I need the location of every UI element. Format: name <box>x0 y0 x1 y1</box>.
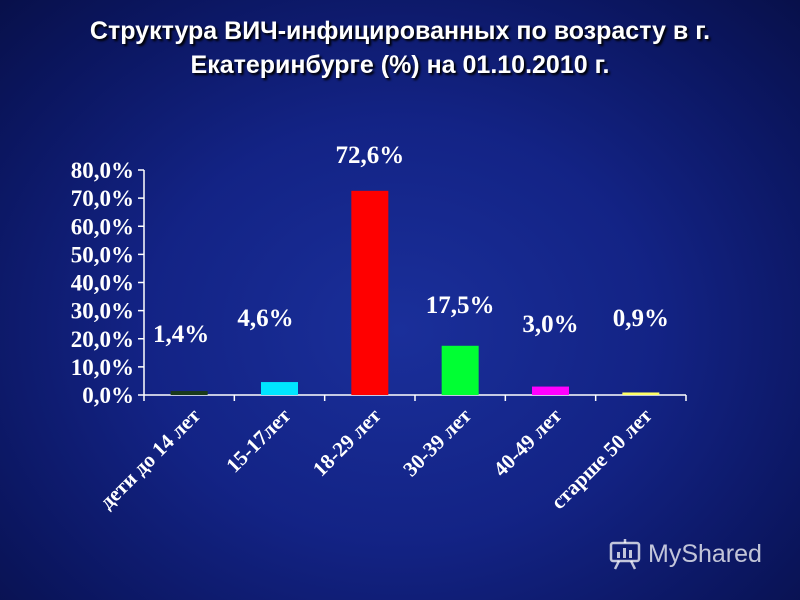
x-category-label: 18-29 лет <box>308 403 386 481</box>
chart-title-line-1: Структура ВИЧ-инфицированных по возрасту… <box>89 17 711 45</box>
presentation-board-icon <box>609 539 641 570</box>
data-label: 17,5% <box>426 292 495 319</box>
category-labels: дети до 14 лет 15-17лет 18-29 лет 30-39 лет… <box>95 403 657 514</box>
chart-axes <box>143 170 687 401</box>
data-label: 0,9% <box>613 305 669 332</box>
chart-bars <box>170 190 660 395</box>
data-labels: 1,4% 4,6% 72,6% 17,5% 3,0% 0,9% <box>153 142 669 348</box>
bar <box>351 190 389 395</box>
x-category-label: 15-17лет <box>221 403 295 477</box>
data-label: 72,6% <box>335 142 404 169</box>
data-label: 4,6% <box>237 305 293 332</box>
y-tick-label: 10,0% <box>71 355 134 380</box>
bar <box>170 391 208 395</box>
y-tick-label: 50,0% <box>71 242 134 267</box>
chart-title: Структура ВИЧ-инфицированных по возрасту… <box>20 14 780 82</box>
x-category-label: 40-49 лет <box>488 403 566 481</box>
bar <box>622 392 660 395</box>
bar <box>261 382 298 395</box>
x-category-label: дети до 14 лет <box>95 403 206 514</box>
watermark-text: MyShared <box>648 539 762 568</box>
y-tick-label: 0,0% <box>82 383 134 408</box>
x-category-label: 30-39 лет <box>398 403 476 481</box>
y-tick-label: 20,0% <box>71 327 134 352</box>
y-tick-label: 40,0% <box>71 271 134 296</box>
bar <box>532 386 569 395</box>
watermark: MyShared <box>608 536 762 572</box>
chart-title-line-2: Екатеринбурге (%) на 01.10.2010 г. <box>190 51 610 79</box>
y-tick-label: 60,0% <box>71 214 134 239</box>
y-axis-ticks: 0,0% 10,0% 20,0% 30,0% 40,0% 50,0% 60,0% 70,0% 8… <box>71 158 144 408</box>
bar <box>441 345 479 395</box>
y-tick-label: 30,0% <box>71 299 134 324</box>
y-tick-label: 70,0% <box>71 186 134 211</box>
data-label: 3,0% <box>522 311 578 338</box>
y-tick-label: 80,0% <box>71 158 134 183</box>
data-label: 1,4% <box>153 321 209 348</box>
